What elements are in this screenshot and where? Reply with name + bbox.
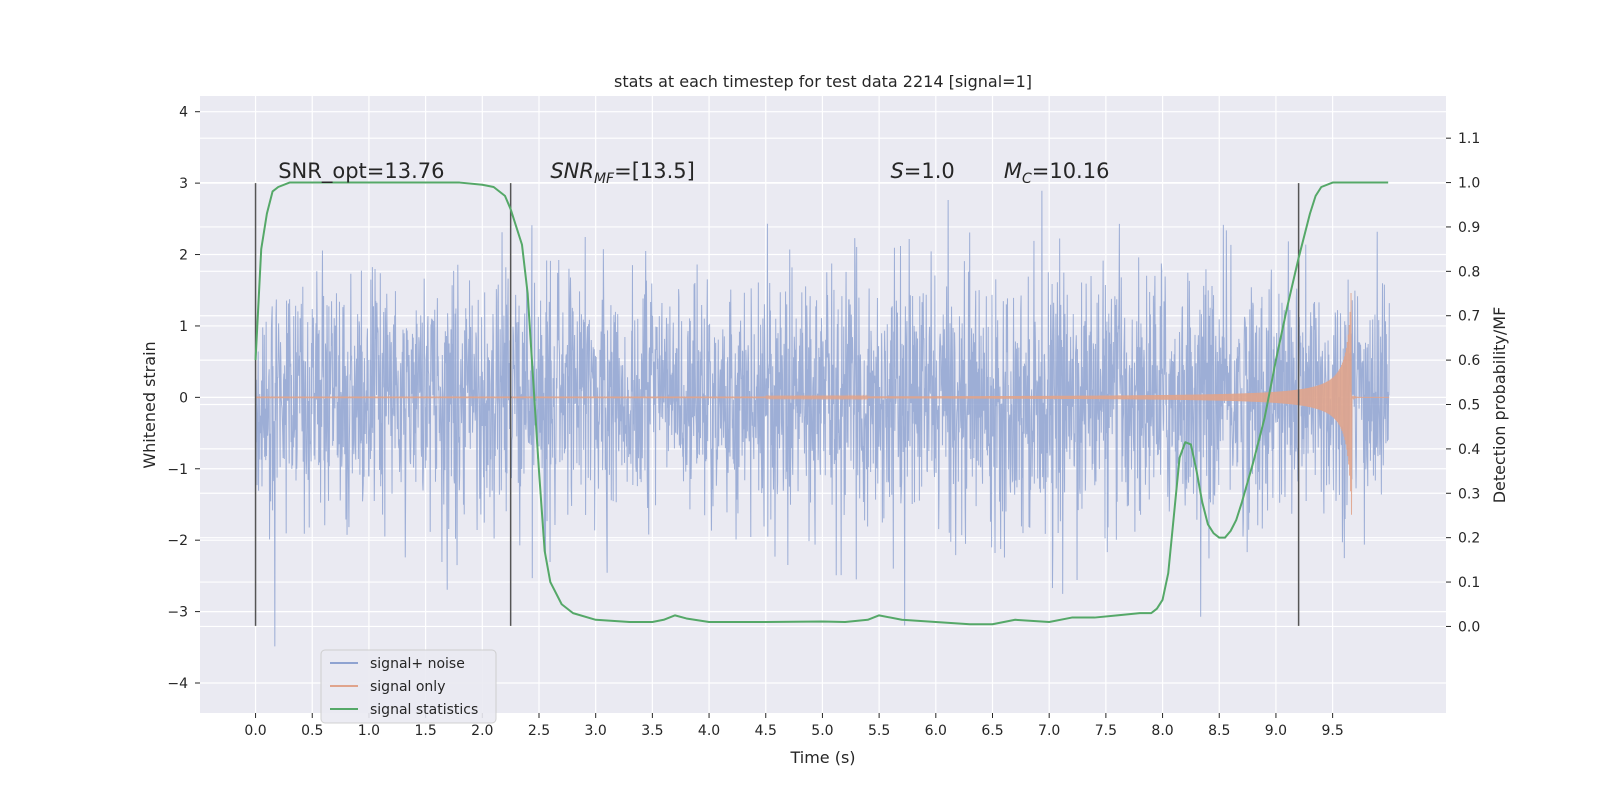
y-axis-right-label: Detection probability/MF bbox=[1490, 307, 1509, 504]
signal-only-line bbox=[255, 293, 1390, 515]
annotation-1: SNRMF=[13.5] bbox=[550, 159, 695, 187]
x-tick-label-17: 8.5 bbox=[1208, 723, 1230, 739]
x-axis-label: Time (s) bbox=[789, 748, 855, 767]
y-right-tick-label-10: 1.0 bbox=[1458, 176, 1480, 192]
x-tick-label-8: 4.0 bbox=[698, 723, 720, 739]
x-tick-label-3: 1.5 bbox=[414, 723, 436, 739]
x-tick-label-10: 5.0 bbox=[811, 723, 833, 739]
x-tick-label-1: 0.5 bbox=[301, 723, 323, 739]
x-tick-label-18: 9.0 bbox=[1265, 723, 1287, 739]
legend-label-signal-statistics: signal statistics bbox=[370, 702, 478, 718]
series-signal-statistics bbox=[254, 181, 1389, 626]
x-tick-label-16: 8.0 bbox=[1151, 723, 1173, 739]
annotation-3: MC=10.16 bbox=[1004, 159, 1110, 187]
y-right-tick-label-11: 1.1 bbox=[1458, 131, 1480, 147]
x-tick-label-14: 7.0 bbox=[1038, 723, 1060, 739]
y-axis-right-ticks: 0.0 0.1 0.2 0.3 0.4 0.5 0.6 0.7 0.8 0.9 1.0 1.1 bbox=[1446, 131, 1480, 635]
y-left-tick-label-5: 1 bbox=[179, 319, 188, 335]
y-right-tick-label-7: 0.7 bbox=[1458, 309, 1480, 325]
y-left-tick-label-4: 0 bbox=[179, 390, 188, 406]
legend-label-signal-noise: signal+ noise bbox=[370, 656, 465, 672]
y-right-tick-label-1: 0.1 bbox=[1458, 575, 1480, 591]
annotation-2: S=1.0 bbox=[890, 159, 954, 183]
y-right-tick-label-9: 0.9 bbox=[1458, 220, 1480, 236]
x-tick-label-13: 6.5 bbox=[981, 723, 1003, 739]
signal-statistics-line bbox=[254, 181, 1389, 626]
y-left-tick-label-8: 4 bbox=[179, 105, 188, 121]
signal-noise-line bbox=[255, 190, 1390, 647]
y-left-tick-label-2: −2 bbox=[167, 533, 188, 549]
y-right-tick-label-8: 0.8 bbox=[1458, 264, 1480, 280]
legend-label-signal-only: signal only bbox=[370, 679, 445, 695]
y-right-tick-label-4: 0.4 bbox=[1458, 442, 1480, 458]
y-axis-left-label: Whitened strain bbox=[140, 341, 159, 468]
y-right-tick-label-5: 0.5 bbox=[1458, 398, 1480, 414]
y-right-tick-label-6: 0.6 bbox=[1458, 353, 1480, 369]
annotation-0: SNR_opt=13.76 bbox=[278, 159, 444, 184]
x-tick-label-4: 2.0 bbox=[471, 723, 493, 739]
y-left-tick-label-1: −3 bbox=[167, 605, 188, 621]
x-tick-label-19: 9.5 bbox=[1321, 723, 1343, 739]
legend-box bbox=[320, 649, 497, 724]
x-tick-label-12: 6.0 bbox=[925, 723, 947, 739]
y-right-tick-label-0: 0.0 bbox=[1458, 619, 1480, 635]
x-tick-label-5: 2.5 bbox=[528, 723, 550, 739]
x-tick-label-2: 1.0 bbox=[358, 723, 380, 739]
series-signal-only bbox=[255, 293, 1390, 515]
y-right-tick-label-3: 0.3 bbox=[1458, 486, 1480, 502]
y-right-tick-label-2: 0.2 bbox=[1458, 531, 1480, 547]
series-signal-noise bbox=[255, 190, 1390, 647]
y-axis-left-ticks: −4 −3 −2 −1 0 1 2 3 4 bbox=[167, 105, 200, 692]
annotations: SNR_opt=13.76 SNRMF=[13.5] S=1.0 MC=10.16 bbox=[278, 159, 1109, 187]
x-axis-ticks: 0.0 0.5 1.0 1.5 2.0 2.5 3.0 3.5 4.0 4.5 5.0 5.5 6.0 6… bbox=[244, 713, 1344, 739]
x-tick-label-7: 3.5 bbox=[641, 723, 663, 739]
y-left-tick-label-3: −1 bbox=[167, 462, 188, 478]
x-tick-label-11: 5.5 bbox=[868, 723, 890, 739]
x-tick-label-9: 4.5 bbox=[755, 723, 777, 739]
y-left-tick-label-7: 3 bbox=[179, 176, 188, 192]
x-tick-label-6: 3.0 bbox=[585, 723, 607, 739]
x-tick-label-15: 7.5 bbox=[1095, 723, 1117, 739]
y-left-tick-label-6: 2 bbox=[179, 248, 188, 264]
y-left-tick-label-0: −4 bbox=[167, 676, 188, 692]
x-tick-label-0: 0.0 bbox=[244, 723, 266, 739]
chart-title: stats at each timestep for test data 221… bbox=[614, 72, 1032, 91]
legend: signal+ noise signal only signal statist… bbox=[320, 649, 497, 724]
